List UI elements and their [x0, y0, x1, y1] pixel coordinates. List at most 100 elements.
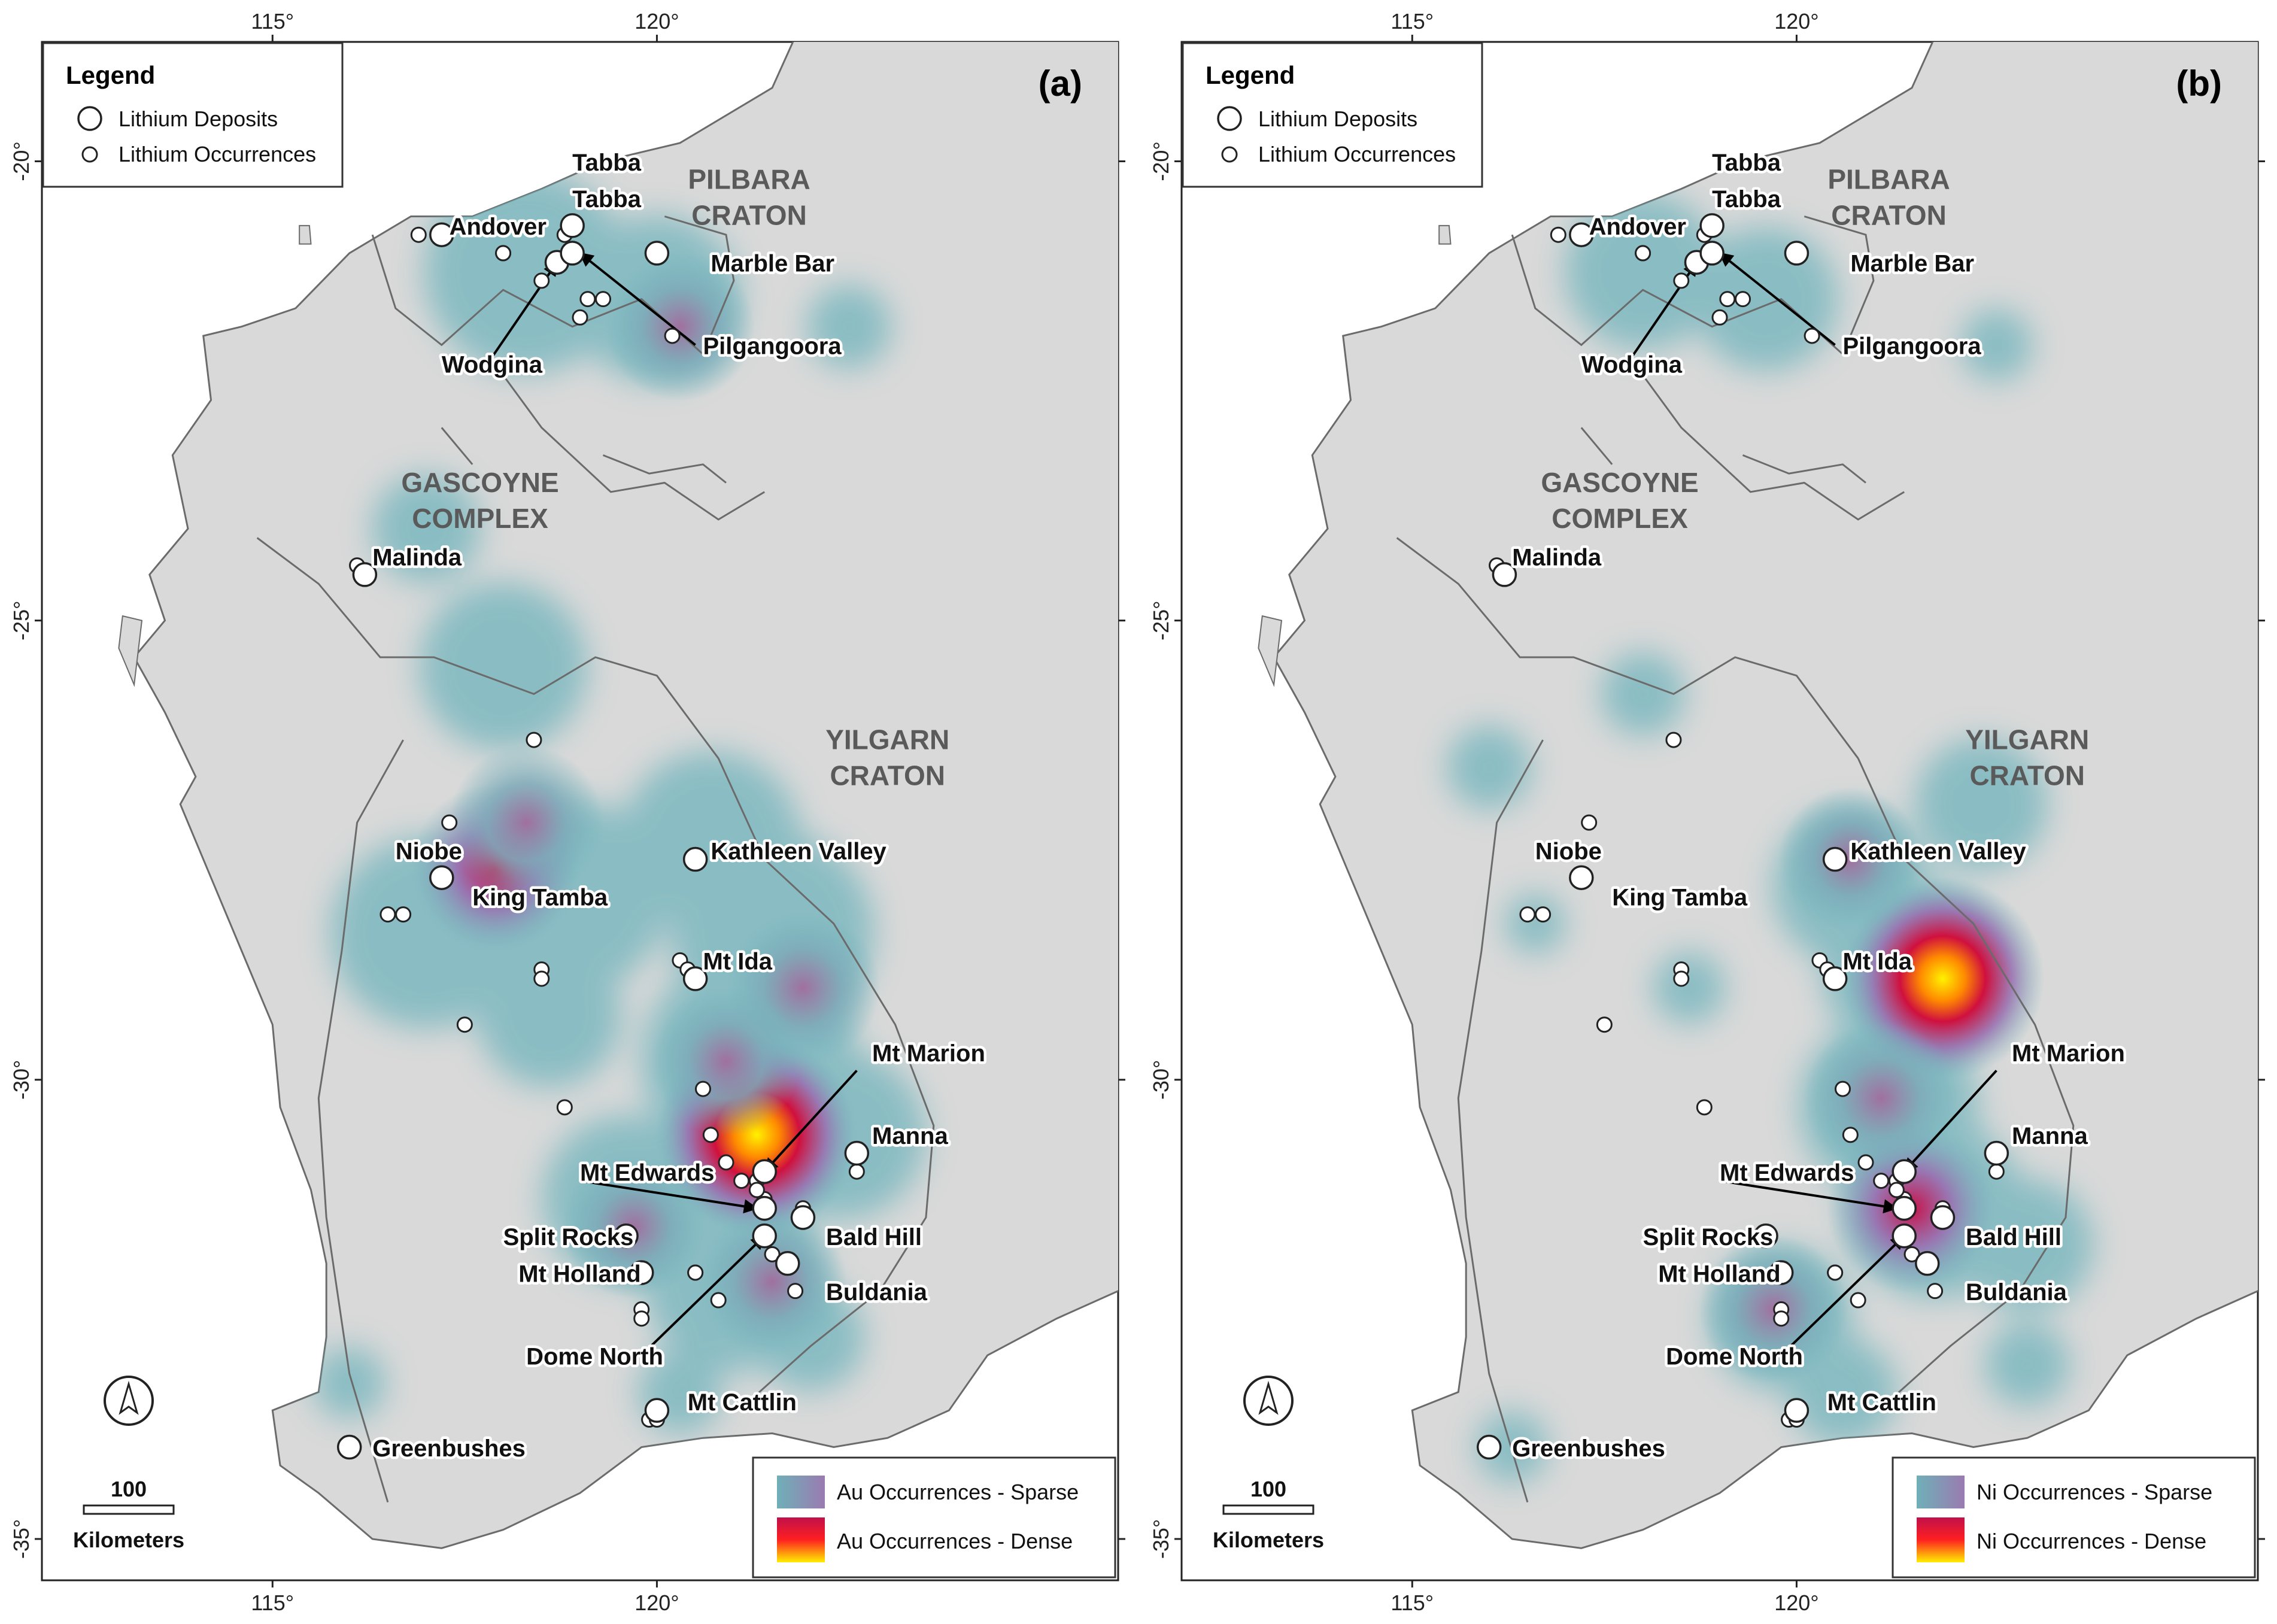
- geologic-boundary: [717, 758, 935, 1402]
- scale-bar-rect: [83, 1504, 175, 1515]
- lithium-occurrence-marker: [380, 906, 396, 923]
- island: [1258, 615, 1283, 687]
- lithium-occurrence-marker: [556, 1099, 573, 1116]
- lithium-occurrence-marker: [633, 1310, 650, 1327]
- callout-arrow: [579, 1179, 758, 1214]
- density-hotspot: [697, 1207, 848, 1357]
- map-a-svg: PILBARA CRATON GASCOYNE COMPLEX YILGARN CRATO…: [9, 9, 1137, 1615]
- density-blob: [1476, 1411, 1549, 1483]
- lithium-deposit-marker: [1930, 1205, 1956, 1230]
- place-label: King Tamba: [472, 884, 608, 910]
- lat-tick-label-left: -20°: [1149, 141, 1173, 181]
- lon-tick-label-bottom: 120°: [634, 1590, 679, 1615]
- lithium-deposit-marker: [1476, 1434, 1502, 1460]
- lithium-occurrence-marker: [1581, 814, 1598, 831]
- geologic-boundary: [1580, 427, 1613, 465]
- scale-bar: 100 Kilometers: [73, 1477, 184, 1552]
- lithium-deposit-marker: [1892, 1195, 1917, 1221]
- lithium-occurrence-marker: [1719, 291, 1736, 308]
- density-hotspot: [1804, 1020, 1959, 1176]
- lithium-occurrence-marker: [1673, 970, 1690, 987]
- lithium-deposit-marker: [682, 966, 708, 991]
- lithium-deposit-marker: [752, 1195, 777, 1221]
- lithium-occurrence-marker: [733, 1173, 750, 1189]
- lon-tick-label-top: 120°: [634, 9, 679, 34]
- density-blob: [1915, 738, 2047, 870]
- legend-occurrence-symbol: [1221, 146, 1238, 163]
- region-label: YILGARN CRATON: [825, 724, 949, 791]
- place-label: Wodgina: [442, 351, 543, 378]
- ramp-dense-label: Au Occurrences - Dense: [837, 1529, 1073, 1553]
- place-label: Mt Cattlin: [688, 1389, 797, 1416]
- ramp-dense-swatch: [777, 1517, 825, 1562]
- place-label: Mt Holland: [1658, 1261, 1780, 1287]
- lithium-occurrence-marker: [1827, 1264, 1844, 1281]
- geologic-boundary: [317, 739, 404, 1503]
- legend: Legend Lithium Deposits Lithium Occurrence…: [1182, 42, 1483, 188]
- legend-occurrence-symbol: [81, 146, 98, 163]
- lat-tick-label-left: -30°: [9, 1060, 34, 1100]
- lithium-occurrence-marker: [533, 272, 550, 289]
- place-label: Mt Edwards: [580, 1160, 714, 1186]
- lithium-occurrence-marker: [1773, 1310, 1790, 1327]
- place-label: Buldania: [1966, 1279, 2067, 1306]
- place-label: Buldania: [826, 1279, 928, 1306]
- callout-arrow: [1719, 1179, 1898, 1214]
- scale-bar-unit: Kilometers: [1213, 1528, 1324, 1552]
- geologic-boundary: [602, 454, 727, 484]
- region-label: YILGARN CRATON: [1965, 724, 2089, 791]
- lithium-deposit-marker: [644, 241, 670, 266]
- lithium-occurrence-marker: [848, 1163, 865, 1180]
- lat-tick-label-right: -25°: [1135, 600, 1137, 640]
- lat-tick-label-left: -25°: [1149, 600, 1173, 640]
- lithium-deposit-marker: [790, 1205, 816, 1230]
- lithium-occurrence-marker: [718, 1154, 734, 1171]
- lithium-deposit-marker: [1569, 865, 1594, 890]
- lon-tick-label-bottom: 120°: [1774, 1590, 1818, 1615]
- ramp-sparse-swatch: [1917, 1476, 1965, 1508]
- geologic-boundary: [487, 353, 765, 521]
- density-hotspot: [1778, 787, 1923, 932]
- lat-tick-label-left: -25°: [9, 600, 34, 640]
- north-arrow-needle: [1258, 1380, 1279, 1415]
- lithium-deposit-marker: [752, 1159, 777, 1184]
- geologic-boundary: [1742, 454, 1866, 484]
- lithium-deposit-marker: [844, 1140, 870, 1166]
- place-label: Greenbushes: [1512, 1435, 1665, 1462]
- density-blob: [477, 943, 621, 1088]
- lithium-deposit-marker: [1569, 222, 1594, 247]
- place-label: Bald Hill: [1966, 1224, 2062, 1250]
- place-label: Tabba: [1712, 150, 1781, 176]
- legend-deposit-symbol: [77, 106, 102, 131]
- lithium-deposit-marker: [629, 1260, 654, 1285]
- region-label: PILBARA CRATON: [688, 163, 810, 230]
- lat-tick-label-right: -30°: [1135, 1060, 1137, 1100]
- lithium-occurrence-marker: [1842, 1127, 1859, 1143]
- lithium-occurrence-marker: [1711, 309, 1728, 326]
- lithium-occurrence-marker: [664, 327, 681, 344]
- place-label: Split Rocks: [1643, 1224, 1774, 1250]
- region-label: GASCOYNE COMPLEX: [1541, 467, 1698, 534]
- place-label: Niobe: [396, 839, 462, 865]
- panel-letter: (b): [2176, 63, 2222, 104]
- north-arrow-circle: [1243, 1376, 1294, 1426]
- north-arrow: [1243, 1376, 1294, 1426]
- lithium-occurrence-marker: [1927, 1283, 1944, 1300]
- lithium-occurrence-marker: [1696, 1099, 1713, 1116]
- panel-letter: (a): [1039, 63, 1082, 104]
- lithium-deposit-marker: [429, 865, 454, 890]
- map-body: PILBARA CRATON GASCOYNE COMPLEX YILGARN CRATO…: [118, 42, 1118, 1549]
- lon-tick-label-bottom: 115°: [251, 1590, 294, 1615]
- legend-deposit-symbol: [1217, 106, 1242, 131]
- place-label: Mt Cattlin: [1827, 1389, 1936, 1416]
- density-blob: [1505, 893, 1565, 954]
- north-arrow-circle: [104, 1376, 154, 1426]
- place-label: Malinda: [372, 545, 462, 571]
- ramp-sparse-label: Ni Occurrences - Sparse: [1977, 1480, 2212, 1504]
- lithium-deposit-marker: [1699, 213, 1725, 238]
- legend-deposits-label: Lithium Deposits: [119, 107, 278, 131]
- lithium-occurrence-marker: [526, 731, 542, 748]
- lithium-deposit-marker: [1699, 241, 1725, 266]
- lithium-occurrence-marker: [1635, 245, 1651, 262]
- lithium-deposit-marker: [1753, 1223, 1778, 1249]
